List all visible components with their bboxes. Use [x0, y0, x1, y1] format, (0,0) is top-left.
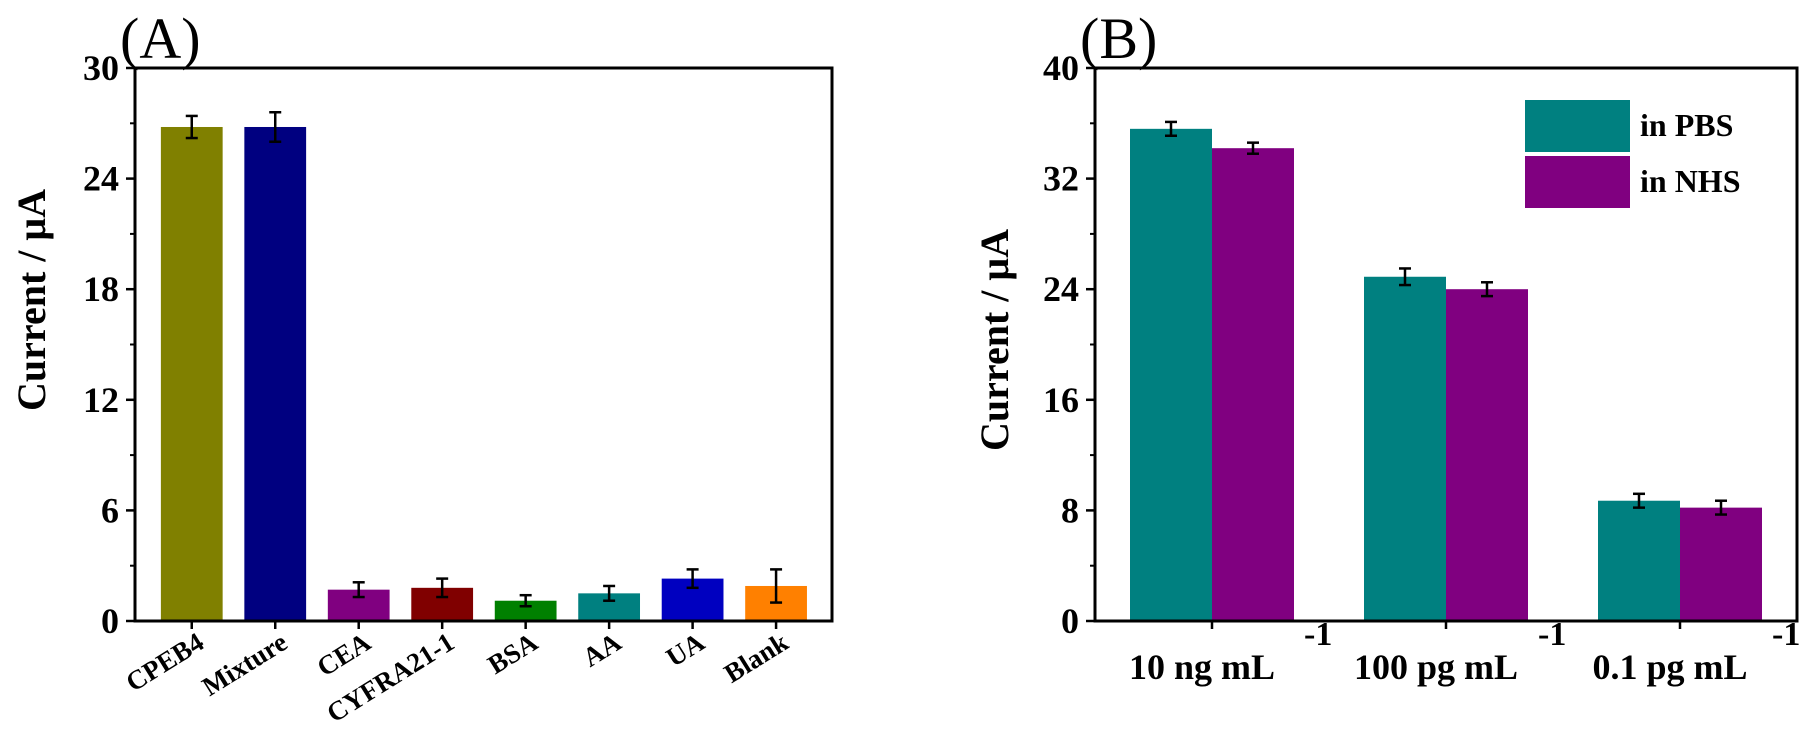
x-tick-label: AA [577, 626, 626, 672]
x-tick-label: UA [661, 626, 710, 672]
y-tick-label: 16 [1043, 380, 1079, 420]
y-tick-label: 18 [83, 269, 119, 309]
error-bar-cyfra21-1 [436, 577, 449, 599]
x-tick-label: 10 ng mL [1129, 647, 1275, 687]
bar-nhs-2 [1446, 289, 1528, 621]
error-bar-nhs-2 [1481, 281, 1493, 298]
x-tick-label: BSA [482, 626, 543, 680]
y-tick-label: 12 [83, 380, 119, 420]
error-bar-pbs-2 [1399, 267, 1411, 287]
error-bar-blank [770, 568, 783, 604]
panel-b-y-axis-label: Current / μA [972, 229, 1017, 451]
y-tick-label: 6 [101, 490, 119, 530]
legend-swatch-nhs [1525, 156, 1630, 208]
x-tick-label: 0.1 pg mL [1592, 647, 1747, 687]
y-tick-label: 30 [83, 48, 119, 88]
bar-pbs-2 [1364, 276, 1446, 621]
y-tick-label: 8 [1061, 490, 1079, 530]
bar-pbs-3 [1598, 500, 1680, 621]
bar-bsa [494, 600, 557, 621]
panel-b-plot-frame [1093, 66, 1799, 623]
y-tick-label: 32 [1043, 159, 1079, 199]
bar-nhs-3 [1680, 507, 1762, 621]
legend-swatch-pbs [1525, 100, 1630, 152]
y-tick-label: 24 [83, 159, 119, 199]
x-tick-label: 100 pg mL [1354, 647, 1518, 687]
bar-cpeb4 [160, 126, 223, 621]
panel-a: (A) Current / μA 0 6 12 18 24 30 CPEB4Mixture… [9, 6, 834, 728]
error-bar-aa [603, 584, 616, 602]
error-bar-mixture [269, 110, 282, 143]
y-tick-label: 0 [101, 601, 119, 641]
legend-label-pbs: in PBS [1640, 107, 1733, 143]
error-bar-nhs-3 [1715, 499, 1727, 516]
error-bar-cpeb4 [185, 114, 198, 140]
error-bar-bsa [519, 593, 532, 608]
y-tick-label: 24 [1043, 269, 1079, 309]
bar-mixture [244, 126, 307, 621]
error-bar-nhs-1 [1247, 141, 1259, 155]
panel-a-y-axis-label: Current / μA [9, 189, 54, 411]
y-tick-label: 40 [1043, 48, 1079, 88]
error-bar-pbs-3 [1633, 492, 1645, 509]
panel-b-legend: in PBS in NHS [1525, 100, 1740, 208]
panel-b-label: (B) [1080, 6, 1157, 71]
panel-a-label: (A) [120, 6, 201, 71]
x-tick-label: CPEB4 [121, 627, 209, 698]
error-bar-pbs-1 [1165, 120, 1177, 137]
x-tick-label: Mixture [197, 627, 293, 702]
panel-a-plot-frame [133, 66, 834, 623]
x-tick-label: Blank [719, 627, 793, 689]
y-tick-label: 0 [1061, 601, 1079, 641]
bar-pbs-1 [1130, 128, 1212, 621]
error-bar-cea [352, 581, 365, 599]
error-bar-ua [686, 568, 699, 590]
legend-label-nhs: in NHS [1640, 163, 1740, 199]
bar-nhs-1 [1212, 148, 1294, 621]
